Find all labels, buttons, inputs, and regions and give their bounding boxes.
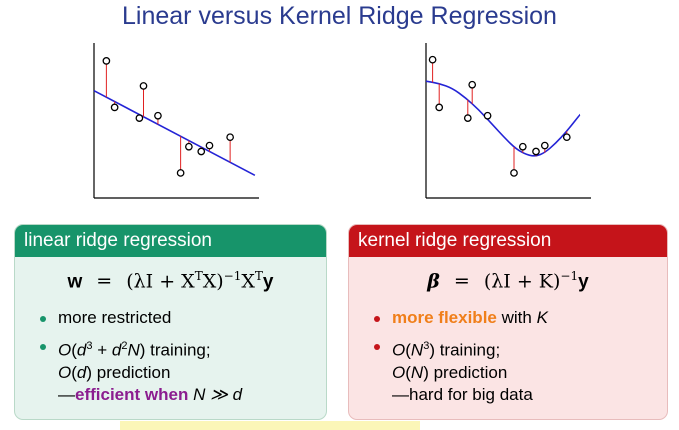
kernel-bullets: more flexible with K O(N3) training; O(N… — [349, 307, 667, 406]
right-data-point — [463, 114, 472, 122]
kernel-ridge-header: kernel ridge regression — [349, 225, 667, 257]
formula-beta: β — [427, 270, 440, 293]
kernel-ridge-formula: β = (λI + K)−1y — [349, 269, 667, 297]
right-data-point — [518, 142, 527, 151]
formula-equals: = — [96, 270, 113, 293]
flexible-highlight: more flexible — [392, 308, 497, 327]
right-data-point — [468, 80, 477, 89]
kernel-bullet-flexible: more flexible with K — [373, 307, 667, 329]
left-data-point — [197, 147, 206, 156]
formula-y: y — [578, 271, 589, 293]
kernel-ridge-box: kernel ridge regression β = (λI + K)−1y mo… — [348, 224, 668, 420]
right-data-point — [428, 55, 437, 64]
right-data-point — [435, 103, 444, 112]
right-data-point — [483, 111, 492, 120]
linear-ridge-header: linear ridge regression — [15, 225, 326, 257]
left-data-point — [226, 133, 234, 142]
linear-ridge-box: linear ridge regression w = (λI + XTX)−1XT… — [14, 224, 327, 420]
left-data-point — [139, 82, 148, 90]
right-fit-curve — [425, 80, 581, 157]
formula-sup: −1 — [560, 269, 579, 283]
right-data-point — [532, 147, 540, 156]
footer-strip — [120, 421, 420, 430]
kernel-bullet-complexity: O(N3) training; O(N) prediction —hard fo… — [373, 335, 667, 406]
slide-title: Linear versus Kernel Ridge Regression — [122, 2, 557, 30]
right-data-point — [510, 169, 518, 177]
linear-bullets: more restricted O(d3 + d2N) training; O(… — [15, 307, 326, 406]
left-data-point — [102, 57, 111, 65]
formula-sup: −1 — [223, 269, 242, 283]
formula-part: (λI + X — [126, 270, 195, 293]
linear-bullet-complexity: O(d3 + d2N) training; O(d) prediction —e… — [39, 335, 326, 406]
formula-part: (λI + K) — [483, 270, 561, 293]
left-data-point — [154, 111, 162, 120]
efficient-highlight: efficient when — [75, 384, 194, 404]
left-data-point — [205, 141, 214, 150]
kernel-regression-plot — [425, 43, 591, 199]
left-data-point — [185, 142, 193, 151]
linear-bullet-restricted: more restricted — [39, 307, 326, 329]
formula-sup: T — [254, 269, 263, 283]
left-data-point — [176, 169, 185, 177]
right-data-point — [562, 133, 571, 142]
left-data-point — [110, 103, 119, 112]
formula-part: X) — [202, 270, 224, 293]
right-data-point — [540, 141, 549, 150]
formula-equals: = — [453, 270, 470, 293]
formula-part: X — [241, 270, 255, 293]
formula-sup: T — [194, 269, 203, 283]
formula-y: y — [262, 271, 274, 293]
formula-w: w — [67, 271, 83, 293]
left-fit-line — [93, 89, 256, 177]
left-data-point — [135, 114, 144, 122]
linear-ridge-formula: w = (λI + XTX)−1XTy — [15, 269, 326, 297]
linear-regression-plot — [93, 43, 259, 199]
